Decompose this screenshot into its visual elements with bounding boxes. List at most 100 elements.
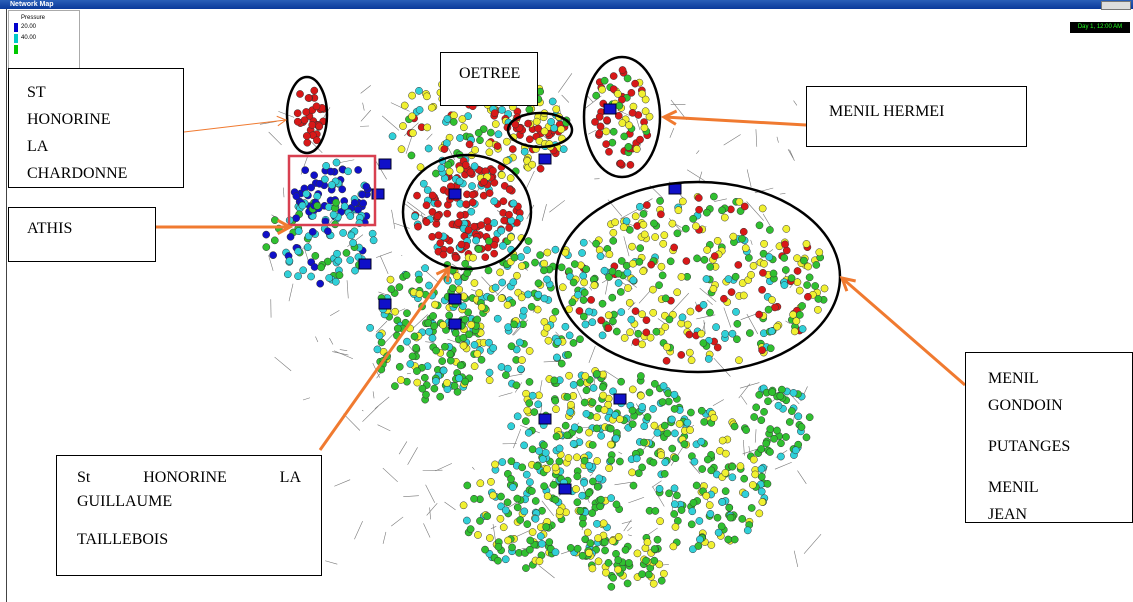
node [758,285,766,294]
node [650,545,659,553]
node [699,339,708,347]
node [627,315,636,324]
node [347,231,356,240]
node [633,222,642,230]
node [749,455,758,464]
pipe [343,413,361,431]
node [728,462,737,471]
node [790,327,799,336]
pipe [407,447,418,465]
node [623,74,632,83]
node [455,285,464,294]
node [344,167,352,176]
node [677,273,686,281]
node [485,534,494,542]
node [491,120,500,128]
node [596,502,605,511]
node [721,487,730,496]
node [540,294,549,303]
node [767,327,776,336]
node [766,344,775,353]
legend-label: 40.00 [21,35,37,41]
node [683,320,692,329]
pipe [513,428,522,449]
node [690,457,699,466]
node [547,118,555,126]
node [592,239,600,248]
node [553,353,561,362]
node [505,210,513,219]
node [439,366,448,375]
node [528,445,537,454]
node [294,227,303,235]
node [759,249,768,258]
pipe [423,523,431,538]
node [507,233,515,242]
node [557,359,566,368]
node [609,72,618,80]
node [626,328,634,337]
node [534,290,543,299]
node [628,468,636,477]
node [614,565,622,574]
node [503,498,512,507]
node [599,519,608,528]
node [526,478,534,486]
node [789,310,797,319]
node [480,177,488,186]
node [485,368,494,377]
pipe [379,255,389,274]
node [674,206,683,215]
node [621,546,630,554]
node [531,497,540,505]
node [561,421,570,430]
node [689,215,697,223]
legend-swatch [14,45,18,54]
node [661,458,670,467]
node [614,279,623,287]
node [757,416,766,425]
node [391,382,399,390]
pipe [425,341,435,344]
pipe [268,131,282,146]
node [623,579,632,588]
pipe [376,320,388,333]
node [705,501,714,510]
node [670,405,679,413]
node [420,373,429,382]
node [473,315,482,324]
node [749,262,758,270]
node [315,122,324,131]
node [760,408,768,416]
node [503,301,512,309]
pipe [689,461,701,474]
node [588,509,597,517]
node [578,491,587,500]
pipe [628,496,645,504]
node [431,300,439,309]
tank [378,158,392,170]
node [605,147,613,156]
window-buttons[interactable] [1101,1,1131,10]
node [456,165,465,174]
callout-text: MENIL HERMEI [829,103,945,120]
pipe [738,383,751,399]
node [612,327,621,336]
node [706,263,715,271]
node [507,475,515,483]
node [419,179,428,188]
pipe [541,204,547,221]
node [589,384,598,392]
node [787,274,796,282]
callout-text: ST HONORINE LA CHARDONNE [27,84,128,182]
node [557,263,566,272]
node [579,238,588,247]
node [682,257,691,265]
tank [603,103,617,115]
node [722,449,730,458]
pipe [447,146,455,161]
node [340,202,349,211]
node [540,127,549,136]
node [647,260,656,269]
node [316,279,325,288]
